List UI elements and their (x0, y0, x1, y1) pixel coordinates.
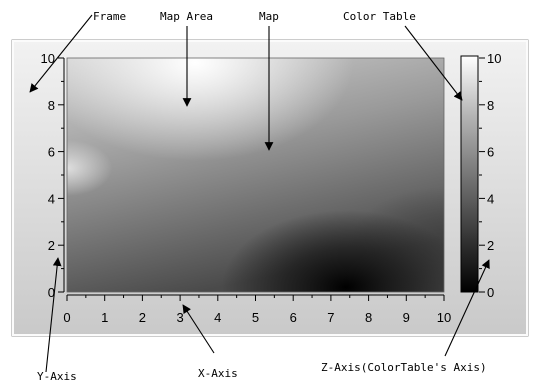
x-tick-label: 3 (176, 310, 183, 325)
z-tick-label: 0 (487, 285, 494, 300)
y-axis: 0 2 4 6 8 10 (41, 51, 65, 300)
x-tick-label: 0 (63, 310, 70, 325)
y-tick-label: 4 (48, 191, 55, 206)
y-tick-label: 8 (48, 98, 55, 113)
z-tick-label: 8 (487, 98, 494, 113)
map-area (67, 58, 444, 292)
z-tick-label: 2 (487, 238, 494, 253)
frame-label: Frame (93, 10, 126, 23)
color-table (460, 55, 479, 293)
map-label: Map (259, 10, 279, 23)
callout-arrows (29, 14, 490, 373)
y-axis-arrow (45, 257, 62, 373)
x-axis-label: X-Axis (198, 367, 238, 380)
frame-bevel (12, 40, 528, 336)
color-table-arrow (404, 25, 463, 101)
y-tick-label: 6 (48, 145, 55, 160)
color-table-bar (460, 55, 479, 293)
x-tick-label: 10 (437, 310, 451, 325)
z-tick-label: 10 (487, 51, 501, 66)
z-axis: 0 2 4 6 8 10 (479, 51, 501, 300)
map-border (66, 57, 445, 293)
x-tick-label: 8 (365, 310, 372, 325)
z-axis-label: Z-Axis(ColorTable's Axis) (321, 361, 487, 374)
y-tick-label: 2 (48, 238, 55, 253)
x-tick-label: 5 (252, 310, 259, 325)
frame-arrow (29, 14, 93, 93)
x-tick-label: 9 (403, 310, 410, 325)
y-tick-label: 0 (48, 285, 55, 300)
map-dark-region (67, 58, 444, 292)
x-axis: 0 1 2 3 4 5 6 7 8 9 10 (63, 294, 451, 325)
x-axis-arrow (182, 304, 215, 354)
z-tick-label: 6 (487, 145, 494, 160)
color-table-label: Color Table (343, 10, 416, 23)
x-tick-label: 2 (139, 310, 146, 325)
y-axis-label: Y-Axis (37, 370, 77, 383)
x-tick-label: 1 (101, 310, 108, 325)
z-axis-arrow (444, 259, 490, 357)
map-area-label: Map Area (160, 10, 213, 23)
x-tick-label: 4 (214, 310, 221, 325)
x-tick-label: 7 (327, 310, 334, 325)
z-tick-label: 4 (487, 191, 494, 206)
x-tick-label: 6 (290, 310, 297, 325)
y-tick-label: 10 (41, 51, 55, 66)
